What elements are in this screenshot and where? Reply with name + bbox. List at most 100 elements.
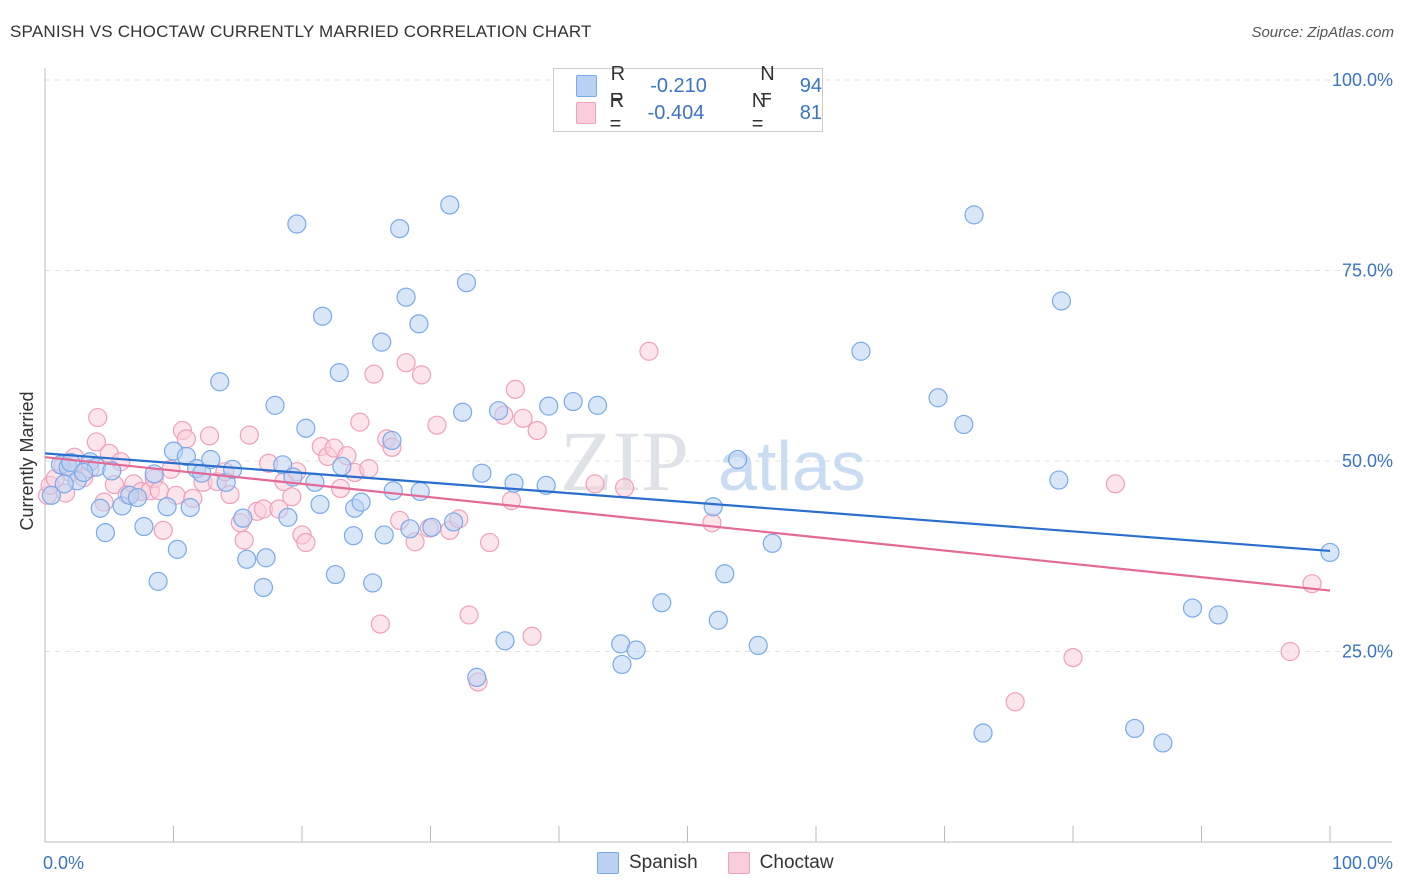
spanish-point — [409, 314, 429, 334]
spanish-point — [422, 517, 442, 537]
spanish-point — [73, 462, 94, 483]
y-tick-label: 100.0% — [1332, 70, 1393, 90]
r-label: R = — [610, 63, 626, 108]
choctaw-point — [364, 364, 384, 384]
spanish-point — [233, 508, 253, 528]
spanish-legend-label: Spanish — [629, 852, 698, 873]
spanish-point — [1153, 733, 1173, 753]
spanish-point — [539, 396, 559, 416]
spanish-point — [472, 463, 492, 483]
spanish-point — [444, 512, 464, 532]
spanish-point — [325, 564, 346, 585]
spanish-point — [363, 573, 383, 593]
spanish-point — [102, 461, 122, 481]
spanish-point — [332, 456, 352, 476]
spanish-point — [390, 218, 410, 239]
choctaw-point — [459, 605, 479, 625]
spanish-legend-swatch — [597, 852, 619, 874]
y-tick-label: 50.0% — [1342, 451, 1393, 471]
spanish-point — [728, 449, 748, 470]
spanish-point — [305, 472, 325, 492]
spanish-point — [312, 306, 333, 326]
spanish-point — [536, 475, 556, 495]
spanish-point — [851, 341, 871, 361]
choctaw-point — [153, 520, 173, 540]
spanish-point — [351, 492, 371, 512]
spanish-point — [95, 523, 115, 543]
spanish-point — [1051, 291, 1072, 311]
choctaw-point — [1005, 692, 1025, 712]
spanish-point — [201, 449, 221, 470]
spanish-point — [400, 519, 420, 539]
y-tick-label: 75.0% — [1342, 261, 1393, 281]
spanish-point — [310, 494, 330, 515]
n-label: N = — [751, 90, 767, 135]
choctaw-point — [296, 532, 316, 553]
spanish-point — [1182, 598, 1203, 618]
legend-row-spanish: R = -0.210 N = 94 — [576, 63, 822, 108]
chart-title: SPANISH VS CHOCTAW CURRENTLY MARRIED COR… — [10, 22, 592, 41]
spanish-point — [343, 526, 363, 546]
spanish-point — [41, 485, 62, 505]
spanish-point — [148, 571, 168, 591]
spanish-point — [762, 533, 782, 553]
n-label: N = — [760, 63, 775, 108]
choctaw-point — [88, 407, 108, 428]
stats-legend: R = -0.210 N = 94 R = -0.404 N = 81 — [553, 63, 823, 135]
spanish-point — [383, 481, 403, 501]
choctaw-r-value: -0.404 — [647, 101, 705, 124]
r-label: R = — [609, 90, 625, 135]
y-axis-title: Currently Married — [17, 391, 37, 530]
spanish-r-value: -0.210 — [650, 74, 707, 97]
spanish-point — [652, 593, 672, 613]
spanish-point — [54, 474, 74, 494]
spanish-point — [265, 395, 285, 415]
spanish-point — [1208, 605, 1228, 625]
legend-row-choctaw: R = -0.404 N = 81 — [576, 90, 822, 135]
spanish-point — [210, 372, 230, 392]
spanish-point — [167, 539, 187, 559]
choctaw-point — [505, 379, 525, 399]
choctaw-point — [396, 353, 416, 373]
spanish-point — [90, 498, 110, 518]
choctaw-point — [1280, 641, 1300, 662]
spanish-point — [176, 446, 196, 467]
spanish-point — [708, 610, 728, 630]
spanish-point — [157, 497, 177, 517]
spanish-point — [278, 507, 298, 527]
spanish-point — [489, 401, 509, 421]
choctaw-swatch — [576, 102, 596, 124]
spanish-point — [296, 418, 316, 438]
spanish-point — [748, 635, 768, 656]
spanish-point — [61, 452, 81, 473]
choctaw-point — [1063, 647, 1083, 668]
spanish-point — [1125, 718, 1145, 739]
spanish-points — [41, 195, 1340, 753]
choctaw-point — [639, 341, 659, 361]
choctaw-point — [239, 425, 259, 445]
spanish-point — [626, 640, 646, 660]
spanish-point — [273, 455, 293, 475]
choctaw-point — [480, 532, 500, 553]
series-legend: Spanish Choctaw — [597, 852, 864, 874]
choctaw-legend-swatch — [727, 852, 750, 874]
choctaw-point — [513, 408, 533, 428]
trend-lines — [44, 452, 1331, 592]
choctaw-point — [614, 478, 635, 498]
choctaw-point — [350, 412, 370, 432]
choctaw-legend-label: Choctaw — [759, 852, 834, 873]
spanish-point — [134, 516, 154, 537]
spanish-point — [453, 402, 473, 422]
choctaw-point — [527, 420, 547, 441]
choctaw-point — [1105, 474, 1126, 494]
choctaw-points — [37, 341, 1322, 712]
spanish-point — [954, 414, 974, 435]
spanish-point — [928, 388, 948, 408]
choctaw-point — [86, 432, 107, 452]
legend-item-choctaw[interactable]: Choctaw — [727, 852, 834, 874]
legend-item-spanish[interactable]: Spanish — [597, 852, 698, 874]
spanish-point — [563, 391, 583, 412]
spanish-point — [329, 363, 349, 383]
spanish-point — [587, 395, 608, 415]
